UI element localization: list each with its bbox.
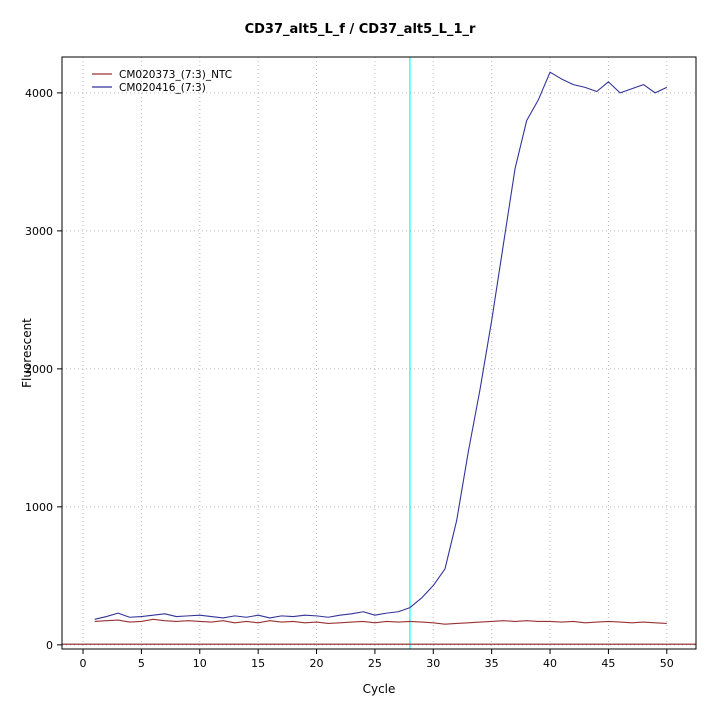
x-tick-label: 35 [485, 657, 499, 670]
y-tick-label: 4000 [25, 87, 53, 100]
x-tick-label: 5 [138, 657, 145, 670]
x-tick-label: 45 [601, 657, 615, 670]
y-tick-label: 3000 [25, 225, 53, 238]
x-tick-label: 10 [193, 657, 207, 670]
x-tick-label: 0 [80, 657, 87, 670]
y-tick-label: 2000 [25, 363, 53, 376]
x-axis-label: Cycle [362, 682, 396, 696]
series-line-1 [94, 71, 668, 620]
x-tick-label: 50 [660, 657, 674, 670]
x-tick-label: 20 [310, 657, 324, 670]
legend-label-0: CM020373_(7:3)_NTC [119, 69, 232, 81]
x-tick-label: 25 [368, 657, 382, 670]
y-tick-label: 0 [46, 639, 53, 652]
x-tick-label: 40 [543, 657, 557, 670]
x-tick-label: 15 [251, 657, 265, 670]
x-tick-label: 30 [426, 657, 440, 670]
legend-label-1: CM020416_(7:3) [119, 82, 206, 94]
series-line-0 [94, 618, 667, 625]
chart-title: CD37_alt5_L_f / CD37_alt5_L_1_r [244, 22, 476, 37]
plot-border [61, 56, 697, 650]
y-tick-label: 1000 [25, 501, 53, 514]
